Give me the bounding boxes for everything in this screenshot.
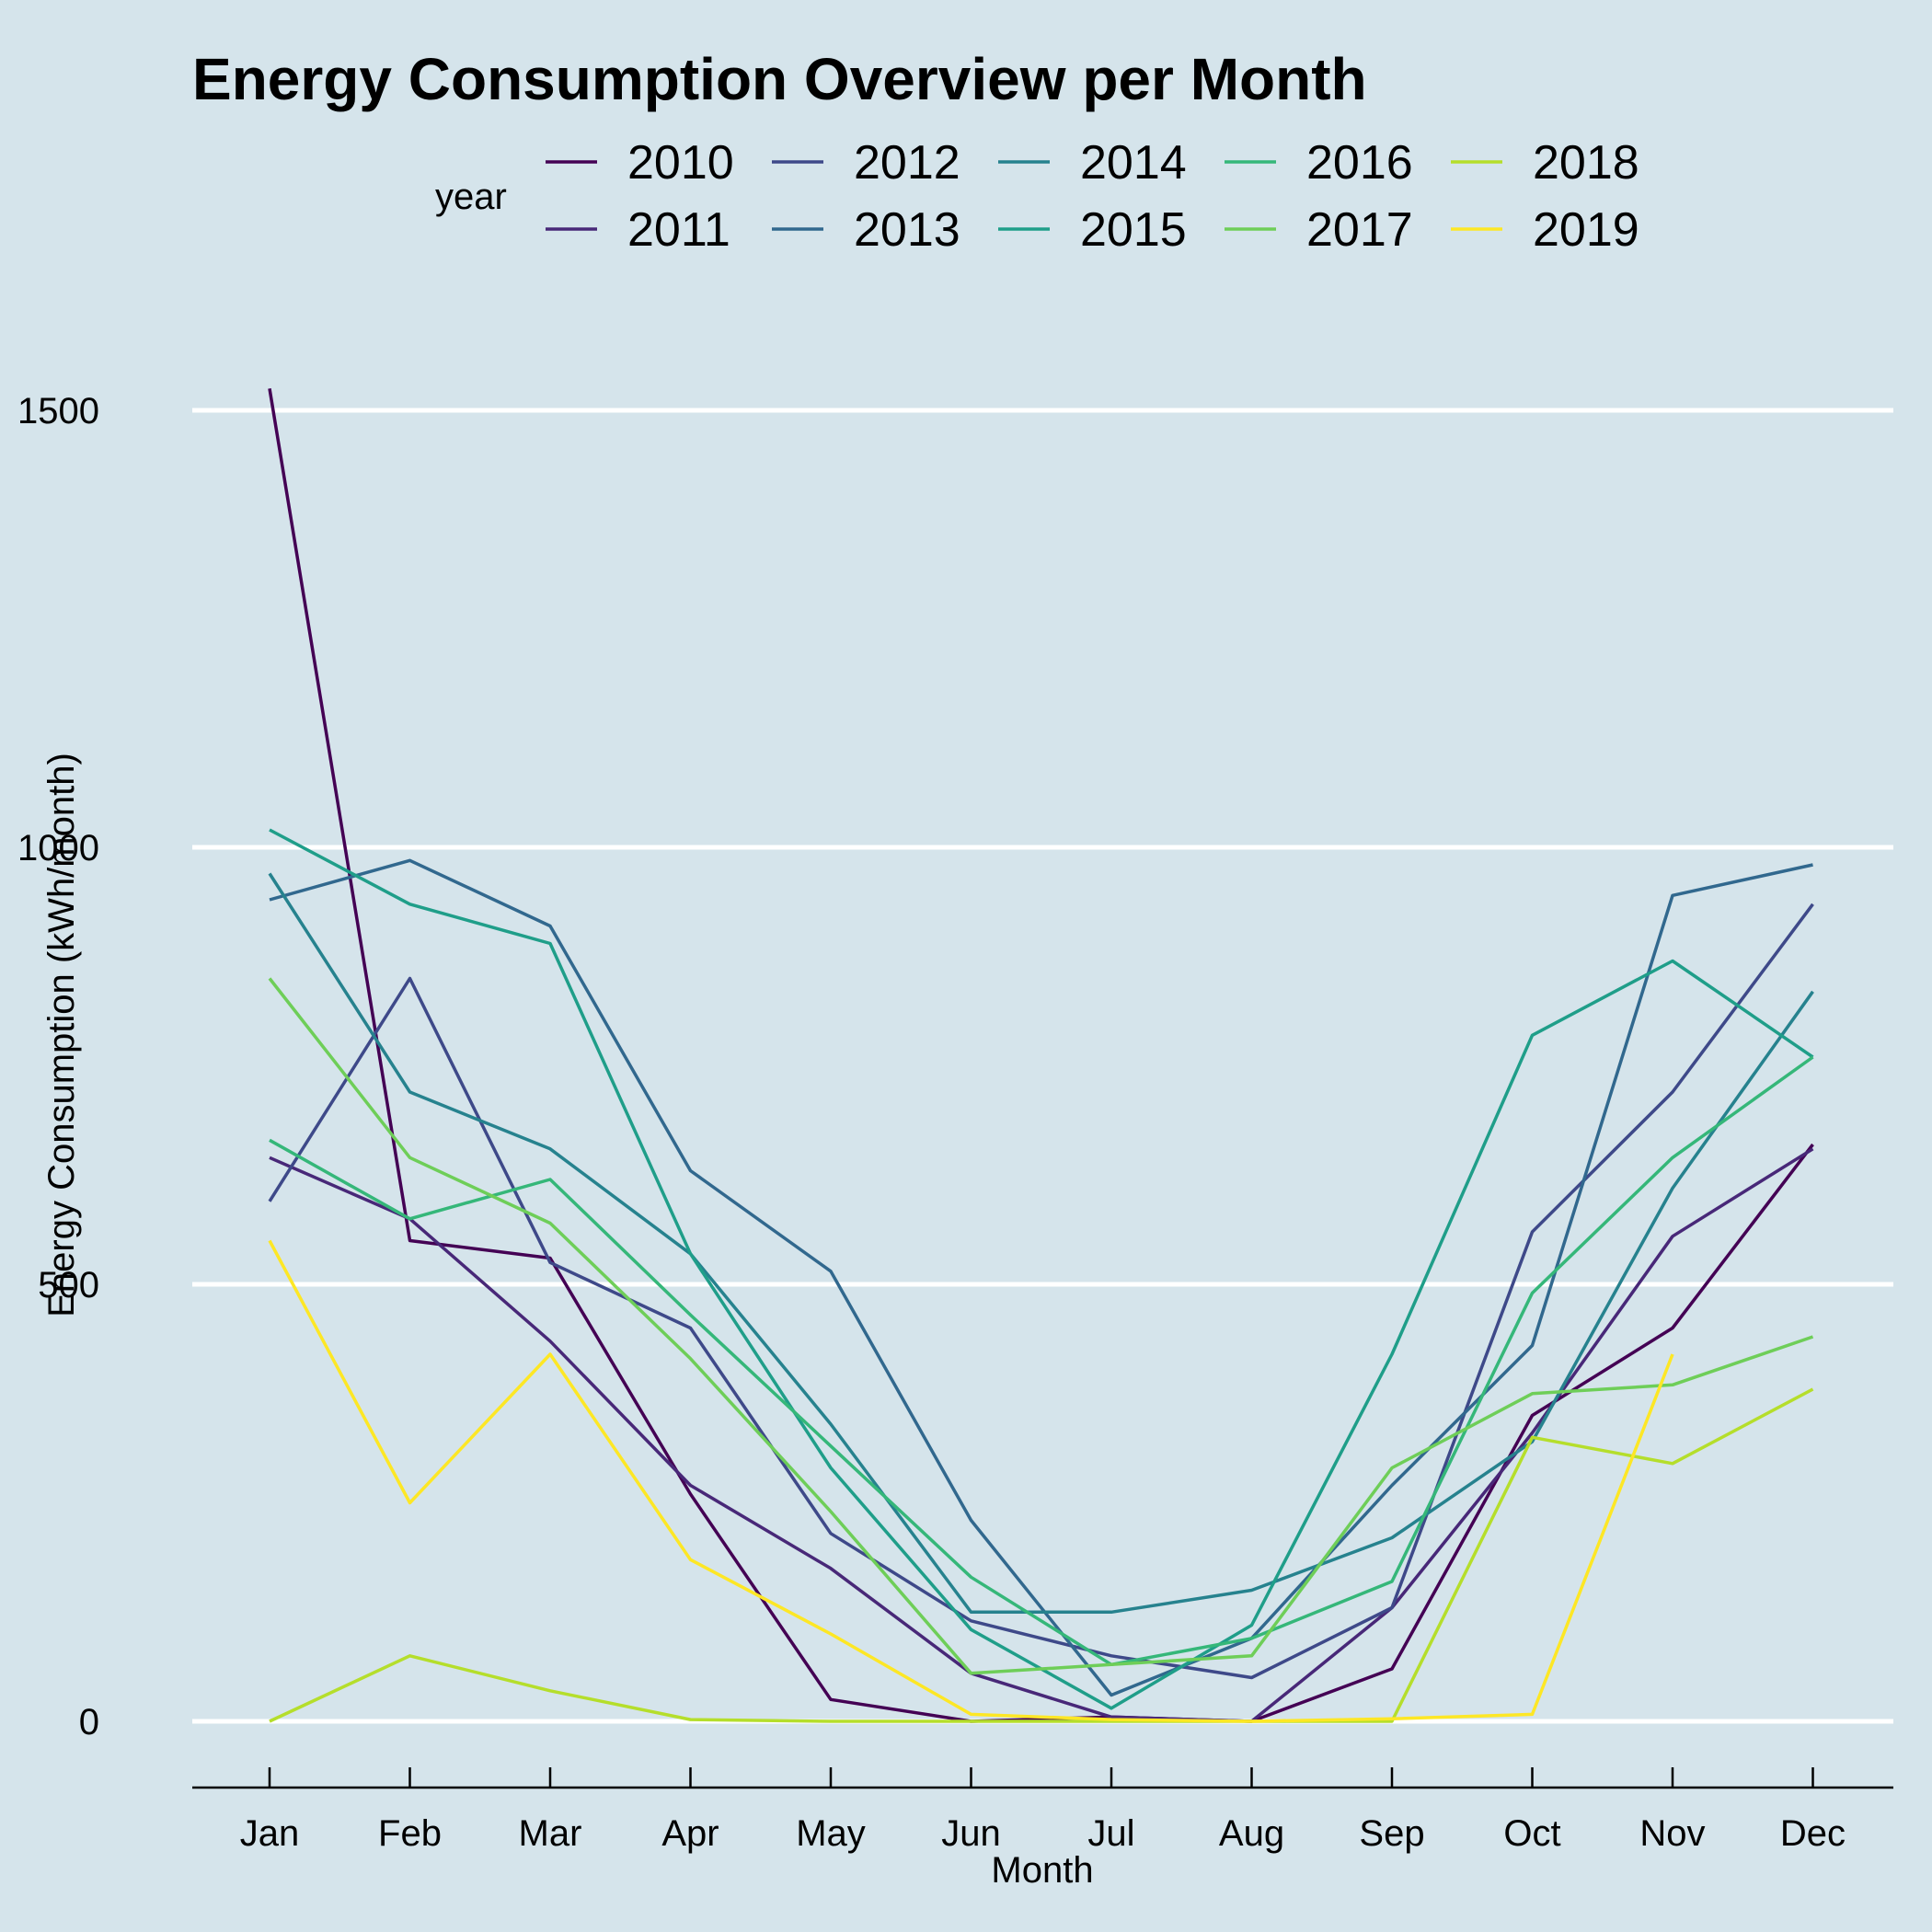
legend-label: 2013	[854, 203, 960, 257]
series-line-2016	[269, 1055, 1814, 1667]
y-axis: 0 500 1000 1500	[17, 391, 99, 1742]
x-tick-label: Jan	[240, 1813, 300, 1854]
legend-label: 2018	[1533, 136, 1639, 190]
series-line-2018	[269, 1387, 1814, 1723]
legend-item-2019: 2019	[1451, 203, 1639, 257]
x-axis: Jan Feb Mar Apr May Jun Jul Aug Sep Oct Nov Dec	[240, 1767, 1846, 1854]
x-tick-label: Jul	[1087, 1813, 1134, 1854]
legend-title: year	[435, 177, 507, 217]
y-tick-label: 0	[79, 1702, 99, 1742]
series-line-2019	[268, 1239, 1674, 1723]
legend-item-2013: 2013	[772, 203, 960, 257]
legend-label: 2017	[1306, 203, 1413, 257]
legend-item-2018: 2018	[1451, 136, 1639, 190]
legend-item-2014: 2014	[998, 136, 1187, 190]
legend-item-2011: 2011	[546, 203, 730, 257]
x-tick-label: Apr	[661, 1813, 719, 1854]
legend-item-2015: 2015	[998, 203, 1187, 257]
legend-label: 2010	[627, 136, 734, 190]
x-tick-label: Jun	[941, 1813, 1001, 1854]
series-lines	[268, 388, 1814, 1723]
legend-item-2016: 2016	[1225, 136, 1413, 190]
x-tick-label: Mar	[519, 1813, 582, 1854]
gridlines	[192, 408, 1893, 1724]
series-line-2017	[268, 977, 1814, 1675]
series-line-2014	[268, 872, 1814, 1615]
x-tick-label: Oct	[1503, 1813, 1560, 1854]
x-tick-label: May	[796, 1813, 866, 1854]
y-tick-label: 1000	[17, 828, 99, 868]
legend-label: 2012	[854, 136, 960, 190]
legend-item-2010: 2010	[546, 136, 734, 190]
legend-label: 2016	[1306, 136, 1413, 190]
legend-label: 2015	[1080, 203, 1187, 257]
chart-title: Energy Consumption Overview per Month	[192, 46, 1367, 112]
y-tick-label: 1500	[17, 391, 99, 431]
x-tick-label: Dec	[1780, 1813, 1846, 1854]
x-tick-label: Aug	[1219, 1813, 1284, 1854]
y-axis-title: Energy Consumption (kWh/month)	[41, 753, 82, 1317]
legend-item-2017: 2017	[1225, 203, 1413, 257]
x-tick-label: Nov	[1639, 1813, 1705, 1854]
x-tick-label: Sep	[1359, 1813, 1424, 1854]
legend-item-2012: 2012	[772, 136, 960, 190]
legend-label: 2019	[1533, 203, 1639, 257]
legend-label: 2014	[1080, 136, 1187, 190]
y-tick-label: 500	[38, 1265, 99, 1305]
x-tick-label: Feb	[378, 1813, 442, 1854]
x-axis-title: Month	[991, 1850, 1093, 1891]
series-line-2012	[268, 903, 1814, 1680]
legend: 2010 2011 2012 2013 2014 2015 2016 2017 2018 2019	[546, 136, 1639, 257]
legend-label: 2011	[627, 203, 730, 257]
